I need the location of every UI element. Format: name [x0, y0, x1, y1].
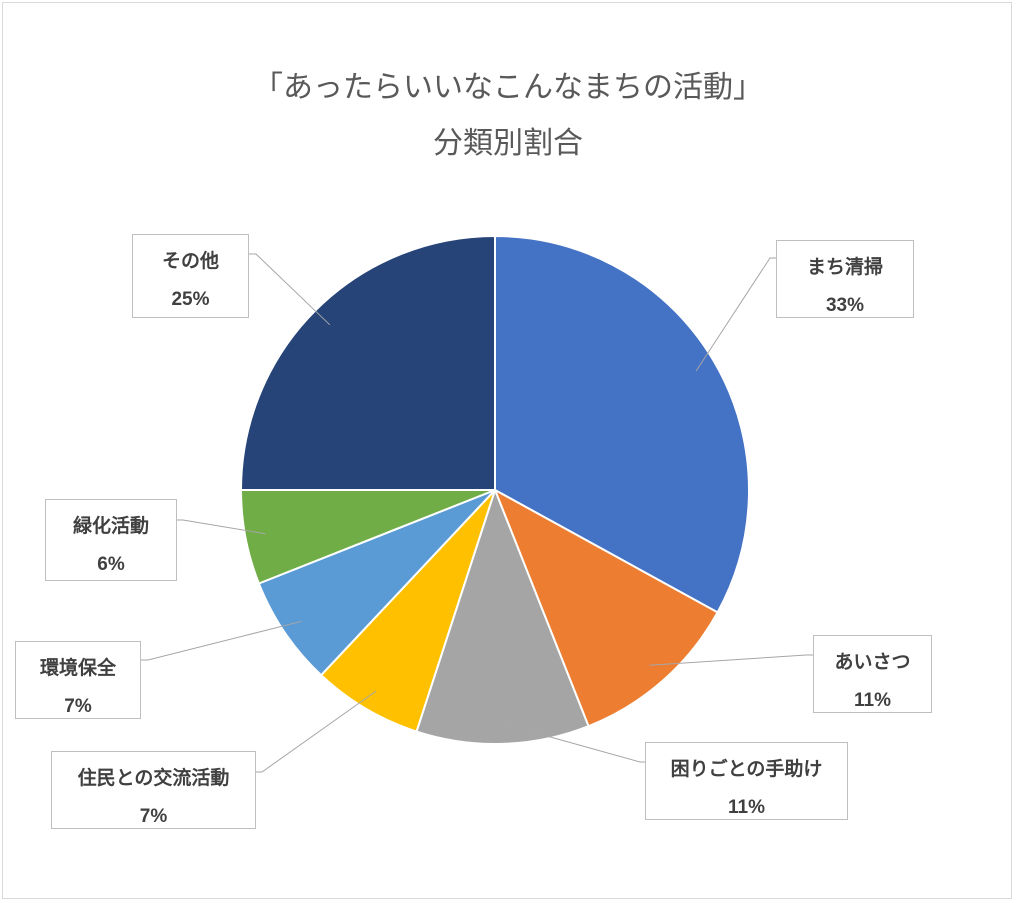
data-label-ryokuka: 緑化活動 6%	[45, 499, 177, 581]
leader-line	[695, 257, 776, 372]
slice-label-percent: 33%	[825, 295, 865, 316]
leader-line	[502, 723, 645, 763]
slice-label-percent: 7%	[64, 696, 92, 717]
data-label-kankyou-hozen: 環境保全 7%	[15, 641, 141, 719]
slice-label-name: その他	[161, 250, 219, 272]
slice-kankyou-hozen	[257, 489, 496, 677]
data-label-sonota: その他 25%	[132, 234, 249, 318]
slice-label-percent: 11%	[728, 797, 765, 818]
slice-label-name: 環境保全	[39, 657, 116, 679]
leader-line	[649, 654, 813, 666]
slice-label-name: 緑化活動	[72, 515, 149, 537]
leader-line	[177, 519, 266, 535]
slice-label-percent: 7%	[139, 806, 168, 827]
slice-label-name: まち清掃	[806, 256, 883, 278]
slice-label-percent: 25%	[171, 289, 210, 310]
slice-label-name: 困りごとの手助け	[670, 758, 823, 780]
chart-subtitle: 分類別割合	[433, 126, 583, 161]
slice-machi-seisou	[494, 235, 750, 614]
data-label-aisatsu: あいさつ 11%	[813, 635, 932, 713]
slice-komarigoto	[415, 489, 590, 745]
slice-label-percent: 6%	[97, 554, 125, 575]
leader-line	[141, 620, 302, 661]
data-label-komarigoto: 困りごとの手助け 11%	[645, 742, 848, 820]
pie-slices	[240, 235, 750, 745]
slice-label-name: 住民との交流活動	[77, 767, 230, 789]
slice-sonota	[240, 235, 496, 491]
slice-label-percent: 11%	[854, 690, 891, 711]
slice-label-name: あいさつ	[834, 651, 911, 673]
chart-title: 「あったらいいなこんなまちの活動」	[253, 70, 763, 105]
leader-line	[256, 690, 377, 773]
leader-line	[249, 253, 331, 326]
data-label-juumin-kouryuu: 住民との交流活動 7%	[51, 751, 256, 829]
data-label-machi-seisou: まち清掃 33%	[776, 240, 914, 318]
leader-lines	[141, 253, 813, 773]
slice-juumin-kouryuu	[320, 489, 496, 733]
slice-aisatsu	[494, 489, 719, 728]
